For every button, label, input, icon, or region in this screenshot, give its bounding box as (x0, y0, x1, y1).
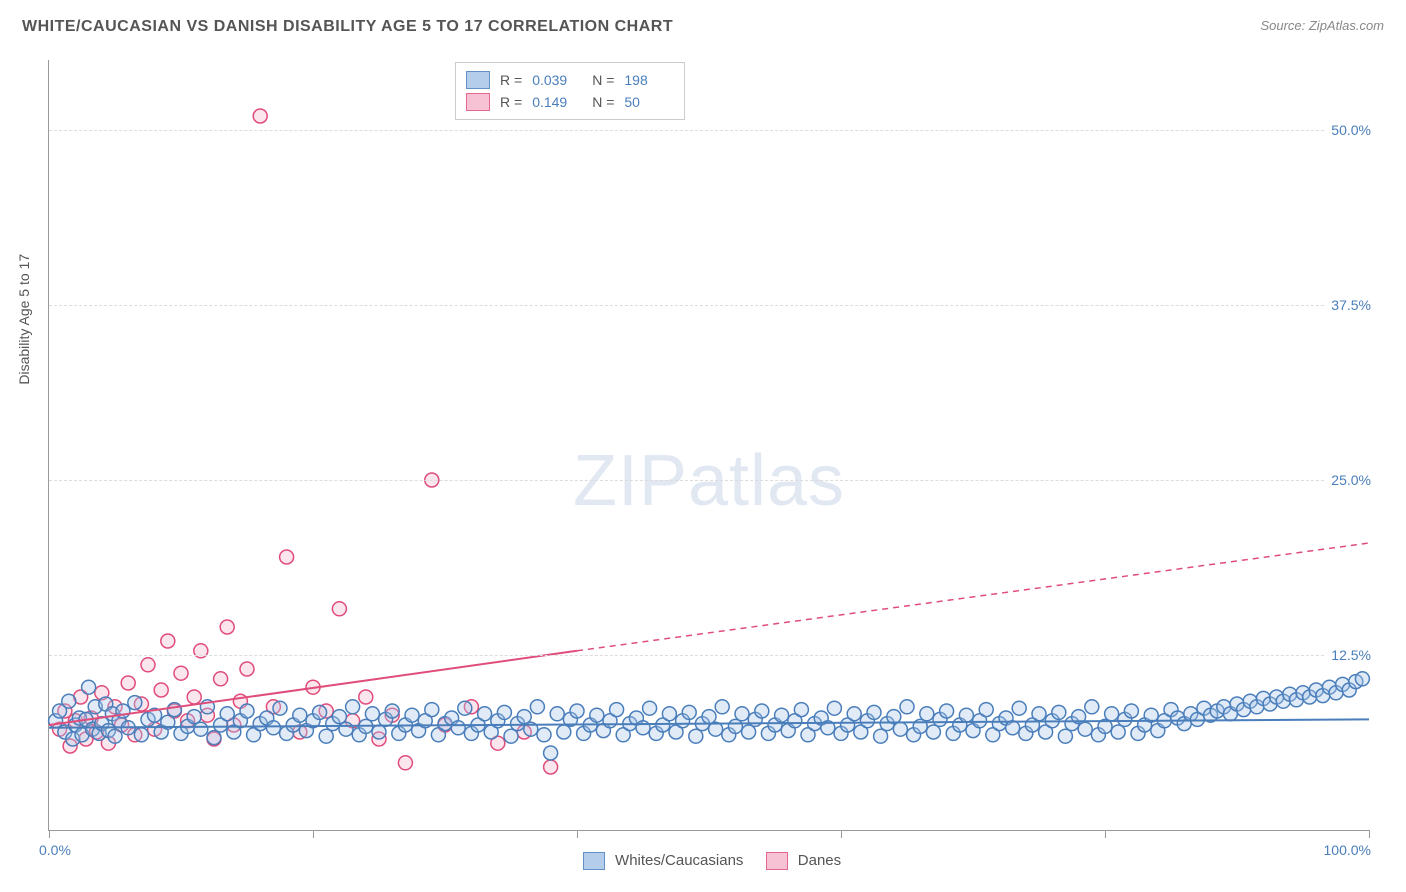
stats-row-series2: R = 0.149 N = 50 (466, 91, 674, 113)
n-value: 50 (624, 91, 674, 113)
bottom-legend: Whites/Caucasians Danes (0, 852, 1406, 870)
legend-label-series2: Danes (798, 852, 841, 869)
swatch-series1 (466, 71, 490, 89)
r-label: R = (500, 91, 522, 113)
y-axis-label: Disability Age 5 to 17 (16, 254, 32, 385)
chart-svg (49, 60, 1369, 830)
y-tick-label: 50.0% (1325, 122, 1371, 138)
y-tick-label: 25.0% (1325, 472, 1371, 488)
legend-swatch-series1 (583, 852, 605, 870)
chart-plot-area: ZIPatlas 0.0% 100.0% 12.5%25.0%37.5%50.0… (48, 60, 1369, 831)
legend-swatch-series2 (766, 852, 788, 870)
legend-label-series1: Whites/Caucasians (615, 852, 743, 869)
y-tick-label: 12.5% (1325, 647, 1371, 663)
source-attribution: Source: ZipAtlas.com (1260, 18, 1384, 33)
chart-title: WHITE/CAUCASIAN VS DANISH DISABILITY AGE… (22, 18, 673, 35)
r-label: R = (500, 69, 522, 91)
r-value: 0.149 (532, 91, 582, 113)
stats-row-series1: R = 0.039 N = 198 (466, 69, 674, 91)
r-value: 0.039 (532, 69, 582, 91)
y-tick-label: 37.5% (1325, 297, 1371, 313)
stats-legend: R = 0.039 N = 198 R = 0.149 N = 50 (455, 62, 685, 120)
n-label: N = (592, 69, 614, 91)
n-value: 198 (624, 69, 674, 91)
swatch-series2 (466, 93, 490, 111)
n-label: N = (592, 91, 614, 113)
